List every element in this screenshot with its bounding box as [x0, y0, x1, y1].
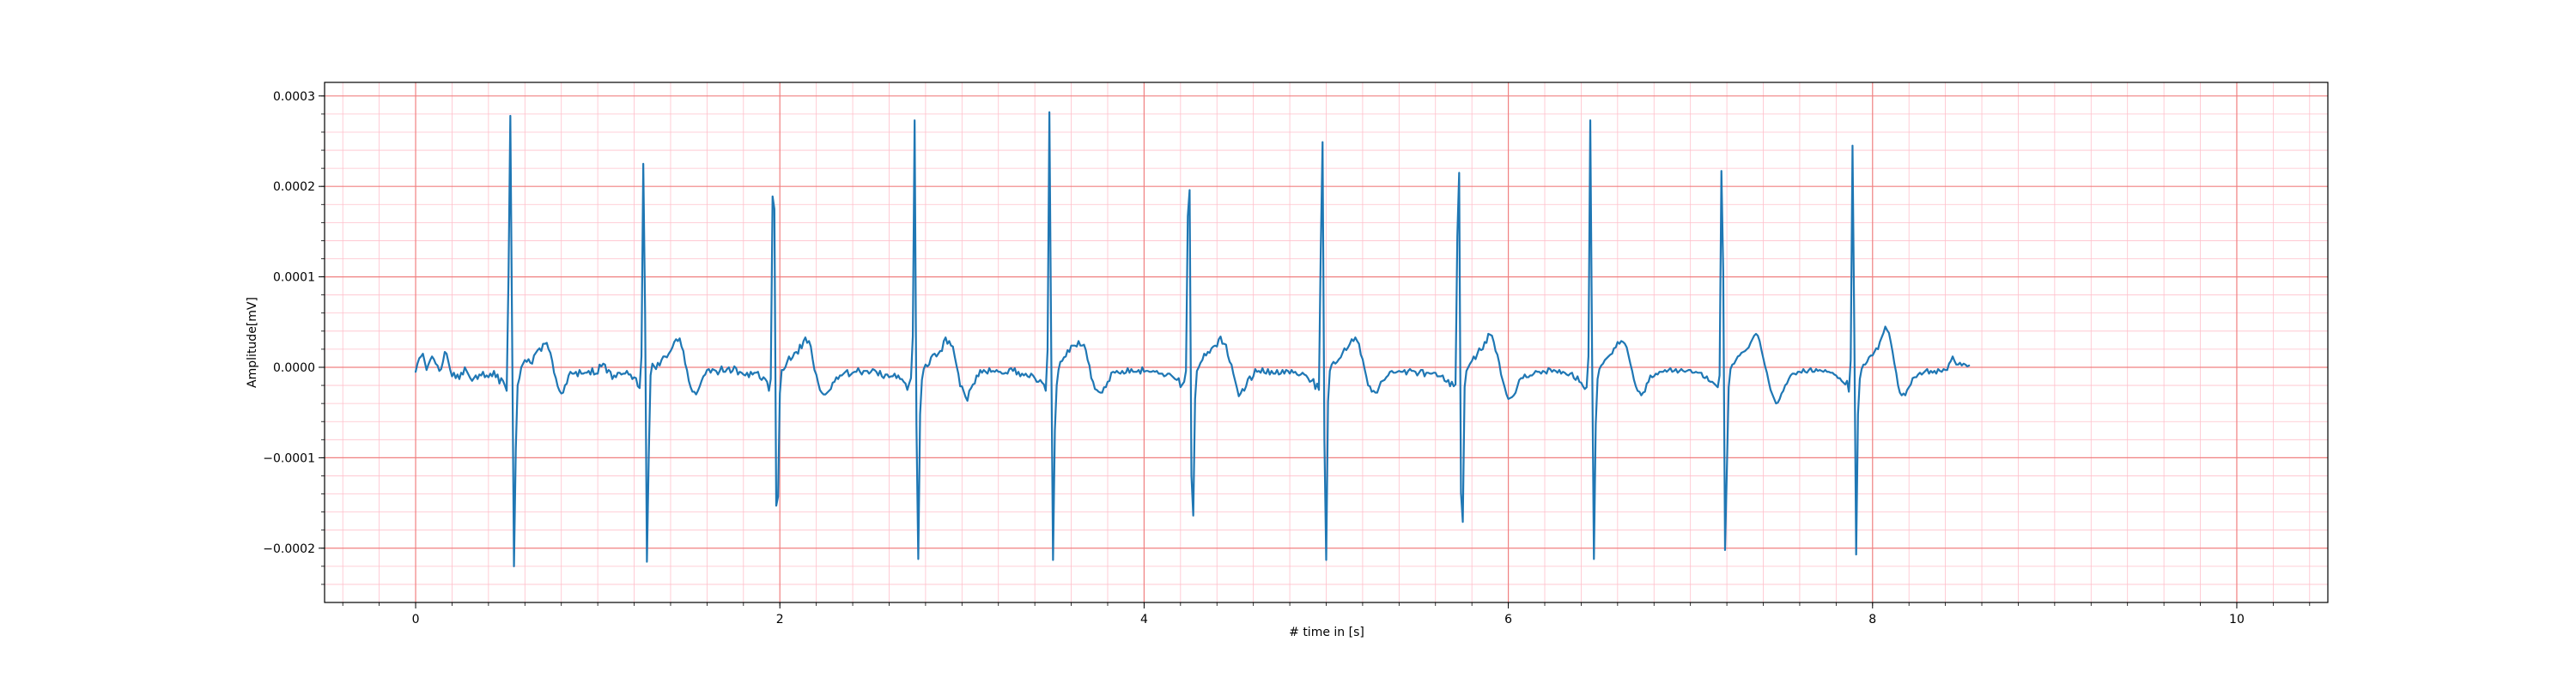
x-tick-label: 6	[1504, 613, 1512, 626]
x-axis-label: # time in [s]	[1289, 626, 1364, 639]
y-axis: −0.0002 −0.0001 0.0000 0.0001 0.0002 0.0003	[263, 90, 325, 585]
x-tick-label: 4	[1140, 613, 1148, 626]
y-tick-label: 0.0003	[273, 90, 315, 104]
ecg-series-line	[414, 111, 1971, 567]
plot-area	[414, 111, 1971, 567]
y-tick-label: −0.0002	[263, 542, 315, 556]
minor-grid	[325, 82, 2328, 602]
major-grid	[325, 82, 2328, 602]
x-tick-label: 8	[1868, 613, 1876, 626]
y-tick-label: 0.0000	[273, 361, 315, 375]
x-tick-label: 0	[412, 613, 420, 626]
x-axis: 0 2 4 6 8 10	[342, 602, 2311, 626]
y-tick-label: −0.0001	[263, 451, 315, 465]
x-tick-label: 2	[776, 613, 784, 626]
y-tick-label: 0.0001	[273, 271, 315, 285]
x-tick-label: 10	[2229, 613, 2245, 626]
y-axis-label: Amplitude[mV]	[246, 297, 259, 388]
y-tick-label: 0.0002	[273, 180, 315, 194]
